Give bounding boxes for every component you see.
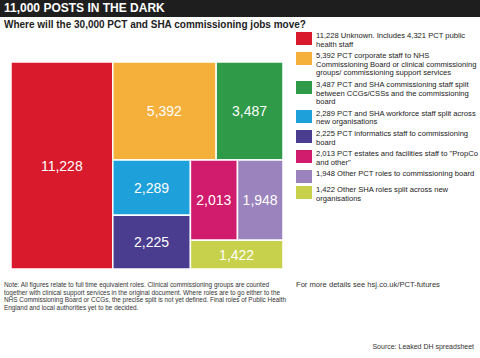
svg-text:2,225: 2,225 (134, 234, 169, 250)
html-text:2,225 PCT informatics staff to: 2,225 PCT informatics staff to commissio… (316, 128, 469, 147)
html-text:2,289 PCT and SHA workforce st: 2,289 PCT and SHA workforce staff split … (316, 108, 476, 127)
html-text:Where will the 30,000 PCT and: Where will the 30,000 PCT and SHA commis… (4, 19, 306, 30)
svg-text:1,422: 1,422 (219, 247, 254, 263)
html-text:2,013 PCT estates and faciliti: 2,013 PCT estates and facilities staff t… (316, 149, 478, 167)
html-text:1,948 Other PCT roles to commi: 1,948 Other PCT roles to commissioning b… (316, 169, 475, 179)
svg-text:2,013: 2,013 (196, 192, 231, 208)
svg-text:2,289: 2,289 (134, 180, 169, 196)
svg-text:1,948: 1,948 (243, 192, 278, 208)
html-text:5,392 PCT corporate staff to N: 5,392 PCT corporate staff to NHS Commiss… (316, 51, 477, 78)
html-text:1,422 Other SHA roles split ac: 1,422 Other SHA roles split across new o… (316, 185, 449, 203)
html-text:Note: All figures relate to fu: Note: All figures relate to full time eq… (4, 281, 286, 311)
svg-text:5,392: 5,392 (147, 103, 182, 119)
html-text:For more details see hsj.co.uk: For more details see hsj.co.uk/PCT-futur… (296, 280, 440, 289)
html-text:3,487 PCT and SHA commissionin: 3,487 PCT and SHA commissioning staff sp… (316, 80, 469, 107)
html-text:11,228 Unknown. Includes 4,321: 11,228 Unknown. Includes 4,321 PCT publi… (316, 31, 466, 49)
svg-text:11,228: 11,228 (41, 158, 83, 174)
svg-text:3,487: 3,487 (232, 103, 267, 119)
html-text:11,000 POSTS IN THE DARK: 11,000 POSTS IN THE DARK (4, 1, 165, 15)
html-text:Source: Leaked DH spreadsheet: Source: Leaked DH spreadsheet (372, 343, 474, 350)
